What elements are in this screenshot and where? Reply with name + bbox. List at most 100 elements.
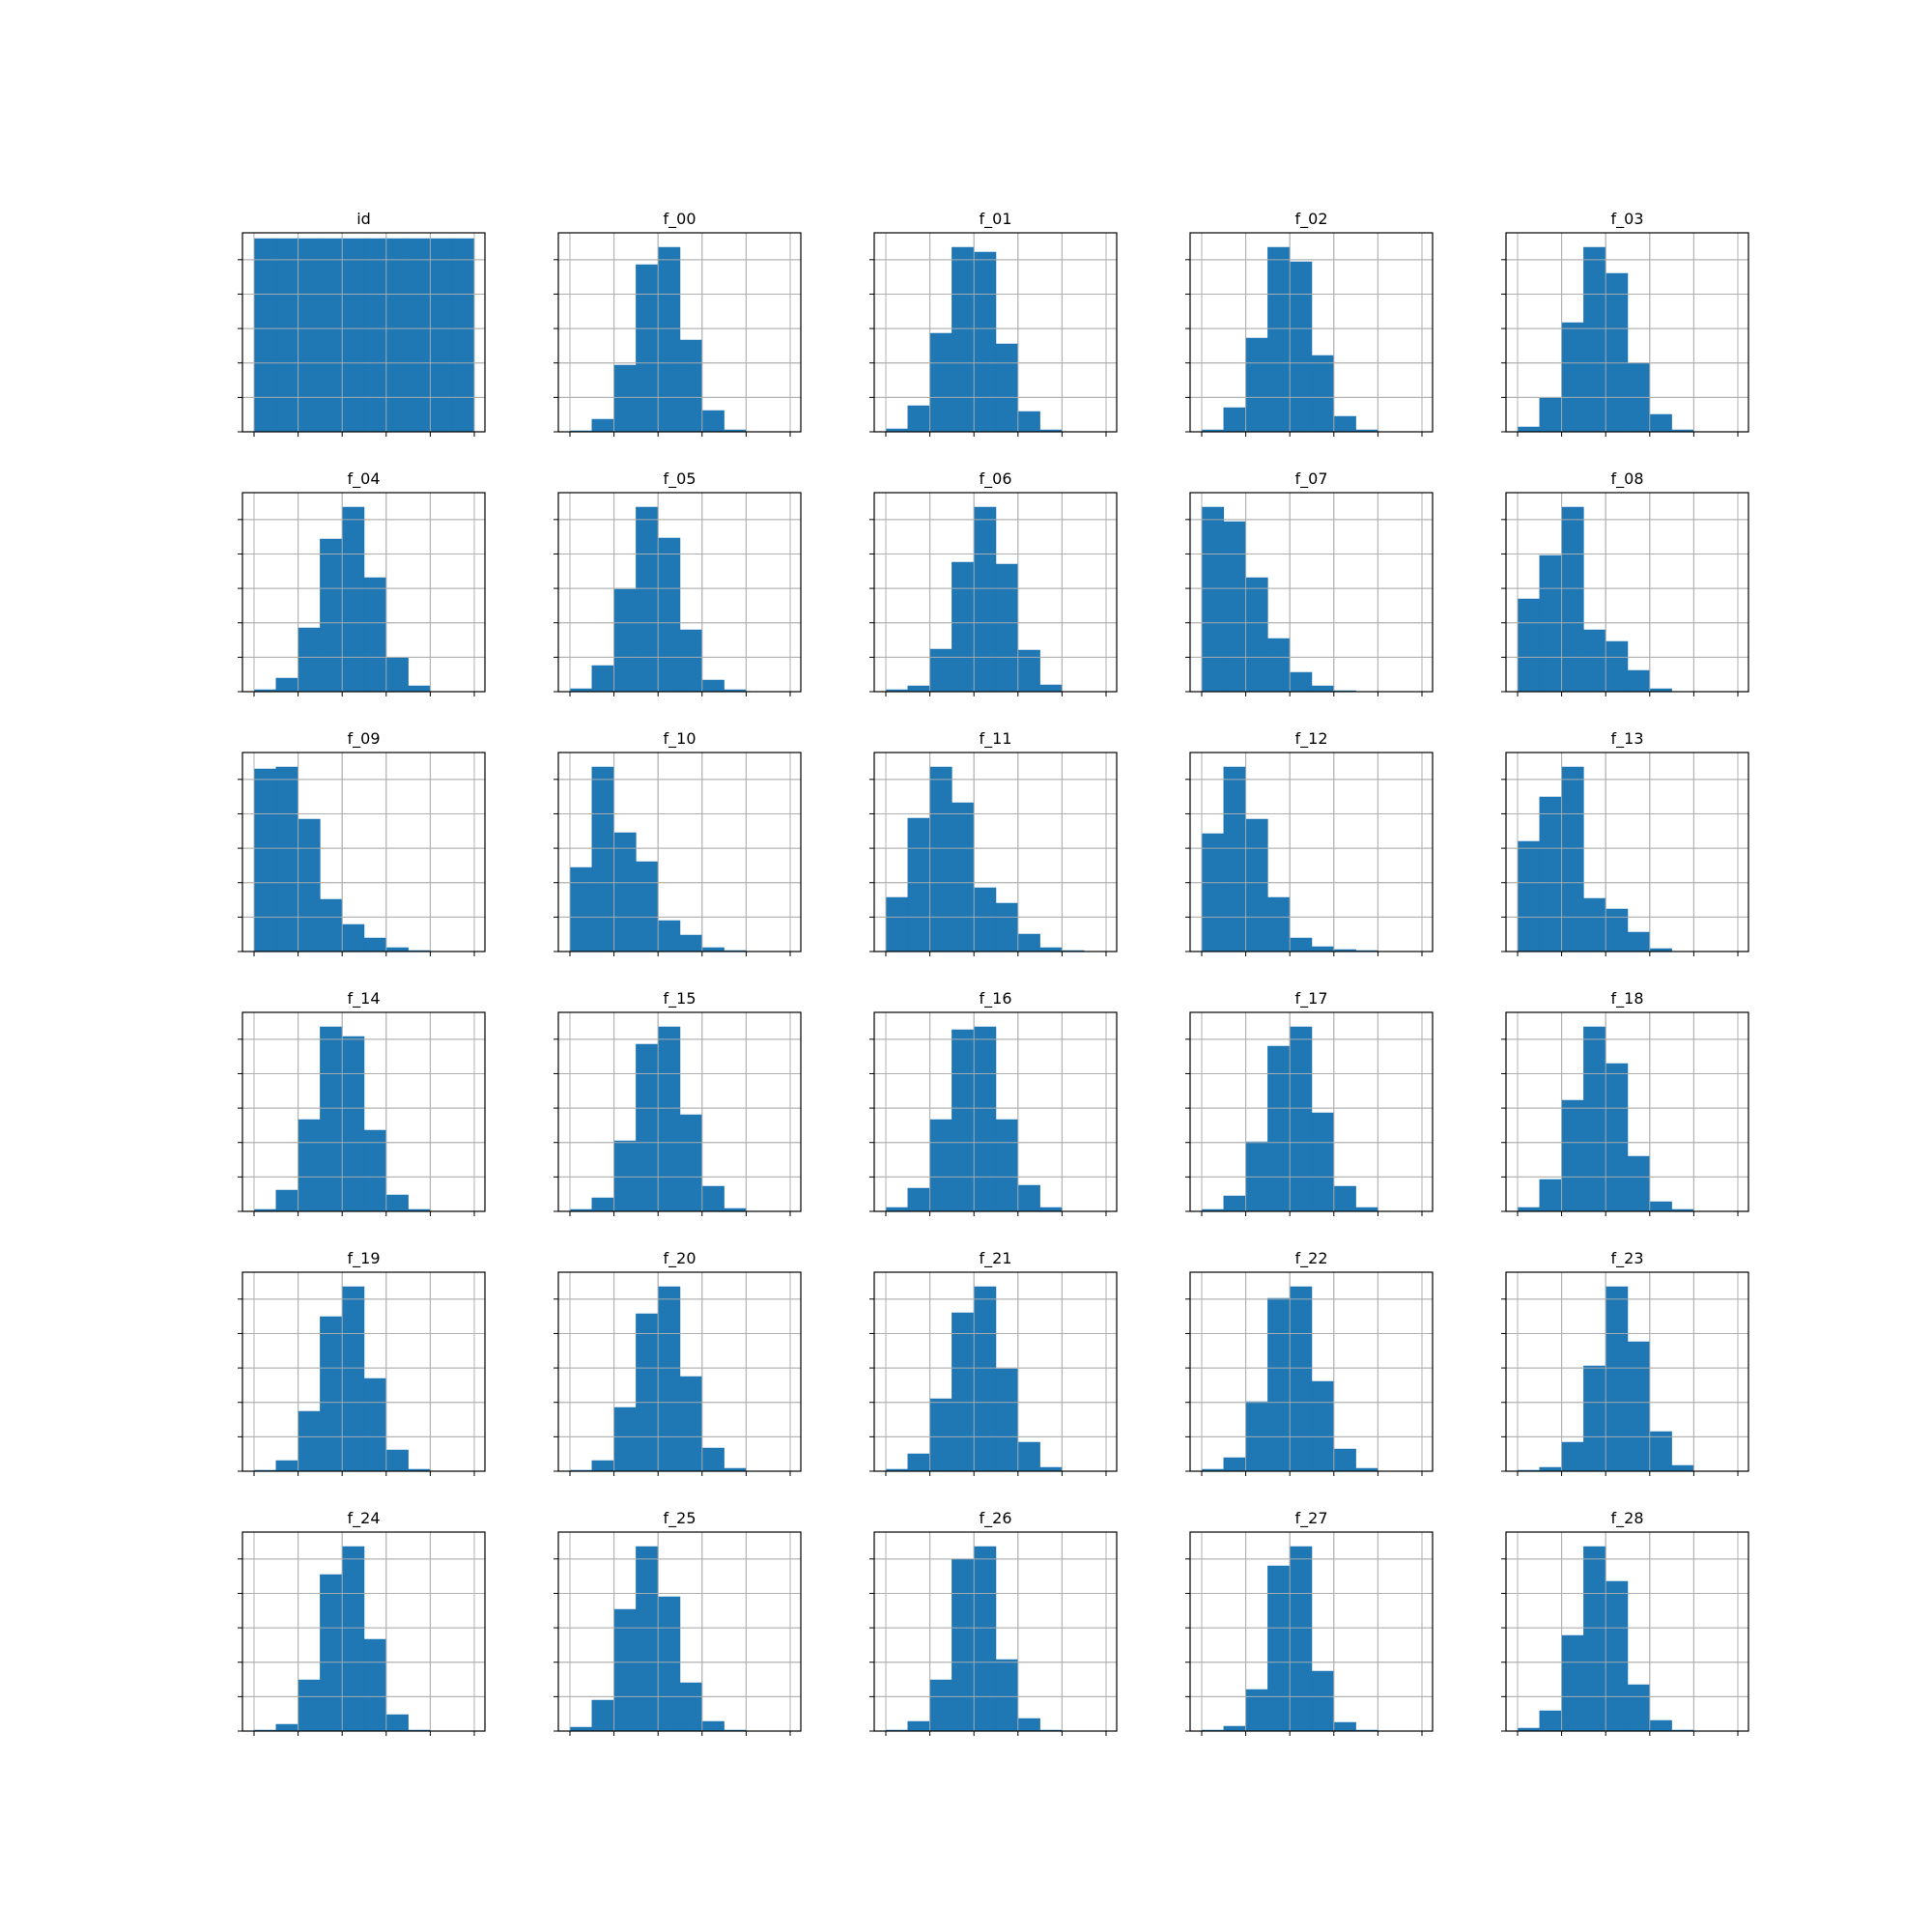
subplot-f-00: f_00 bbox=[554, 210, 802, 437]
histogram-bar bbox=[1627, 1155, 1651, 1212]
subplot-f-12: f_12 bbox=[1185, 729, 1434, 956]
histogram-bar bbox=[298, 238, 321, 433]
histogram-bar bbox=[1289, 937, 1313, 952]
histogram-bar bbox=[1245, 818, 1268, 952]
histogram-bar bbox=[275, 677, 298, 693]
subplot-f-28: f_28 bbox=[1501, 1509, 1749, 1736]
histogram-bar bbox=[1223, 1457, 1246, 1472]
histogram-bar bbox=[1201, 833, 1225, 952]
histogram-bar bbox=[298, 1119, 321, 1212]
subplot-title: f_18 bbox=[1611, 989, 1644, 1009]
histogram-bar bbox=[679, 1376, 703, 1472]
subplot-title: f_24 bbox=[348, 1509, 381, 1528]
histogram-bar bbox=[1267, 246, 1291, 433]
histogram-bar bbox=[275, 766, 298, 952]
histogram-bar bbox=[430, 238, 453, 433]
subplot-f-11: f_11 bbox=[869, 729, 1118, 956]
histogram-bar bbox=[591, 1197, 614, 1212]
histogram-bar bbox=[1223, 521, 1246, 693]
histogram-bar bbox=[636, 506, 659, 693]
histogram-bar bbox=[952, 246, 975, 433]
axes-frame bbox=[242, 492, 486, 693]
histogram-bar bbox=[1627, 1684, 1651, 1732]
axes-frame bbox=[242, 1531, 486, 1732]
histogram-bar bbox=[679, 1114, 703, 1212]
histogram-bar bbox=[298, 1410, 321, 1472]
histogram-bar bbox=[973, 506, 997, 693]
histogram-bar bbox=[613, 1140, 637, 1212]
histogram-bar bbox=[1311, 1380, 1335, 1472]
histogram-bar bbox=[995, 1368, 1019, 1472]
histogram-bar bbox=[1289, 1546, 1313, 1732]
histogram-bar bbox=[275, 1189, 298, 1212]
subplot-f-20: f_20 bbox=[554, 1249, 802, 1476]
subplot-f-27: f_27 bbox=[1185, 1509, 1434, 1736]
subplot-f-16: f_16 bbox=[869, 989, 1118, 1216]
histogram-bar bbox=[701, 410, 724, 433]
histogram-bar bbox=[952, 561, 975, 693]
subplot-id: id bbox=[238, 210, 486, 437]
histogram-bar bbox=[1245, 577, 1268, 693]
histogram-bar bbox=[1605, 1286, 1629, 1472]
histogram-bar bbox=[1627, 931, 1651, 952]
axes-frame bbox=[1505, 232, 1749, 433]
histogram-bar bbox=[1267, 896, 1291, 952]
histogram-bar bbox=[1333, 415, 1356, 433]
histogram-bar bbox=[701, 1720, 724, 1732]
histogram-bar bbox=[952, 802, 975, 952]
histogram-bar bbox=[1017, 1718, 1040, 1732]
histogram-bar bbox=[1517, 598, 1541, 693]
histogram-bar bbox=[253, 768, 277, 952]
histogram-bar bbox=[1311, 1112, 1335, 1212]
histogram-bar bbox=[341, 238, 365, 433]
histogram-bar bbox=[1605, 640, 1629, 693]
histogram-bar bbox=[1333, 1448, 1356, 1472]
histogram-bar bbox=[636, 1313, 659, 1472]
subplot-title: f_22 bbox=[1295, 1249, 1328, 1268]
subplot-title: f_17 bbox=[1295, 989, 1328, 1009]
subplot-title: f_21 bbox=[980, 1249, 1012, 1268]
histogram-bar bbox=[1583, 1365, 1606, 1472]
subplot-title: id bbox=[356, 210, 371, 228]
subplot-title: f_23 bbox=[1611, 1249, 1644, 1268]
subplot-f-13: f_13 bbox=[1501, 729, 1749, 956]
histogram-bar bbox=[1223, 766, 1246, 952]
histogram-bar bbox=[385, 1449, 409, 1472]
subplot-f-17: f_17 bbox=[1185, 989, 1434, 1216]
histogram-bar bbox=[341, 1036, 365, 1212]
axes-frame bbox=[557, 492, 802, 693]
axes-frame bbox=[557, 1531, 802, 1732]
histogram-bar bbox=[973, 251, 997, 433]
histogram-bar bbox=[591, 766, 614, 952]
histogram-bar bbox=[1289, 1286, 1313, 1472]
histogram-bar bbox=[1605, 1580, 1629, 1732]
subplot-title: f_05 bbox=[664, 469, 696, 489]
histogram-bar bbox=[1539, 796, 1562, 952]
subplot-f-25: f_25 bbox=[554, 1509, 802, 1736]
histogram-bar bbox=[636, 861, 659, 952]
axes-frame bbox=[1189, 492, 1434, 693]
histogram-bar bbox=[907, 405, 930, 433]
histogram-bar bbox=[1627, 1341, 1651, 1472]
histogram-bar bbox=[1561, 322, 1584, 433]
subplot-title: f_12 bbox=[1295, 729, 1328, 749]
histogram-bar bbox=[1583, 1546, 1606, 1732]
subplot-title: f_13 bbox=[1611, 729, 1644, 749]
histogram-bar bbox=[973, 887, 997, 952]
histogram-bar bbox=[1583, 629, 1606, 693]
axes-frame bbox=[242, 1011, 486, 1212]
histogram-bar bbox=[1289, 1026, 1313, 1212]
axes-frame bbox=[1189, 1531, 1434, 1732]
histogram-bar bbox=[341, 1546, 365, 1732]
histogram-bar bbox=[907, 685, 930, 693]
axes-frame bbox=[1505, 1531, 1749, 1732]
histogram-bar bbox=[929, 1679, 952, 1732]
histogram-bar bbox=[657, 246, 681, 433]
axes-frame bbox=[873, 232, 1118, 433]
histogram-bar bbox=[613, 832, 637, 952]
subplot-title: f_25 bbox=[664, 1509, 696, 1528]
histogram-bar bbox=[1649, 1431, 1672, 1472]
histogram-bar bbox=[1561, 1634, 1584, 1732]
histogram-bar bbox=[1583, 246, 1606, 433]
